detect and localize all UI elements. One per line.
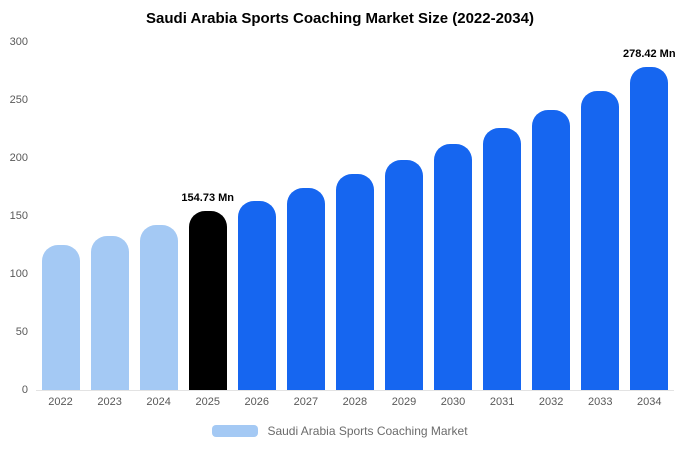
bar-2032 — [532, 110, 571, 390]
x-axis-tick-label: 2028 — [342, 396, 368, 408]
bar-slot — [235, 42, 279, 390]
bar-slot — [431, 42, 475, 390]
bar-2022 — [41, 245, 80, 390]
x-axis-tick-label: 2030 — [440, 396, 466, 408]
bar-2030 — [434, 144, 473, 390]
x-axis-tick-label: 2029 — [391, 396, 417, 408]
bar-value-label: 154.73 Mn — [181, 191, 235, 204]
x-axis-tick-label: 2031 — [489, 396, 515, 408]
bar-slot — [480, 42, 524, 390]
bar-slot — [382, 42, 426, 390]
y-axis: 0 50 100 150 200 250 300 — [0, 36, 30, 396]
x-axis-tick-label: 2027 — [293, 396, 319, 408]
x-axis-tick-label: 2034 — [637, 396, 662, 408]
bar-slot — [137, 42, 181, 390]
bar-2028 — [335, 174, 374, 390]
x-axis-tick-label: 2033 — [587, 396, 613, 408]
x-axis-tick-label: 2023 — [97, 396, 122, 408]
x-axis: 2022 2023 2024 2025 2026 2027 2028 2029 2030 2031… — [36, 396, 674, 408]
bar-slot — [39, 42, 83, 390]
bar-2025 — [188, 210, 227, 390]
legend-swatch — [212, 425, 259, 437]
x-axis-tick-label: 2024 — [146, 396, 171, 408]
bar-2026 — [237, 200, 276, 390]
x-axis-tick-label: 2025 — [195, 396, 220, 408]
bar-2027 — [286, 188, 325, 390]
y-axis-tick-label: 200 — [9, 152, 28, 164]
y-axis-tick-label: 300 — [9, 36, 28, 48]
bar-slot — [284, 42, 328, 390]
x-axis-tick-label: 2022 — [48, 396, 73, 408]
bar-slot — [88, 42, 132, 390]
x-axis-tick-label: 2032 — [538, 396, 564, 408]
y-axis-tick-label: 150 — [9, 210, 28, 222]
x-axis-tick-label: 2026 — [244, 396, 270, 408]
legend-label: Saudi Arabia Sports Coaching Market — [267, 424, 468, 438]
plot-area: 154.73 Mn 278.42 Mn — [36, 42, 676, 391]
y-axis-tick-label: 0 — [21, 384, 28, 396]
bar-value-label: 278.42 Mn — [622, 48, 676, 61]
bar-slot: 278.42 Mn — [623, 42, 676, 390]
y-axis-tick-label: 100 — [9, 268, 28, 280]
bar-slot: 154.73 Mn — [181, 42, 234, 390]
bar-slot — [333, 42, 377, 390]
legend: Saudi Arabia Sports Coaching Market — [0, 424, 680, 438]
bar-slot — [529, 42, 573, 390]
y-axis-tick-label: 50 — [15, 326, 28, 338]
bar-2023 — [90, 235, 129, 390]
y-axis-tick-label: 250 — [9, 94, 28, 106]
bar-slot — [578, 42, 622, 390]
bar-2033 — [581, 90, 620, 390]
chart-title: Saudi Arabia Sports Coaching Market Size… — [146, 10, 534, 27]
bar-2034 — [630, 67, 669, 390]
bar-2029 — [384, 160, 423, 390]
bar-2024 — [139, 225, 178, 390]
bar-2031 — [483, 127, 522, 390]
